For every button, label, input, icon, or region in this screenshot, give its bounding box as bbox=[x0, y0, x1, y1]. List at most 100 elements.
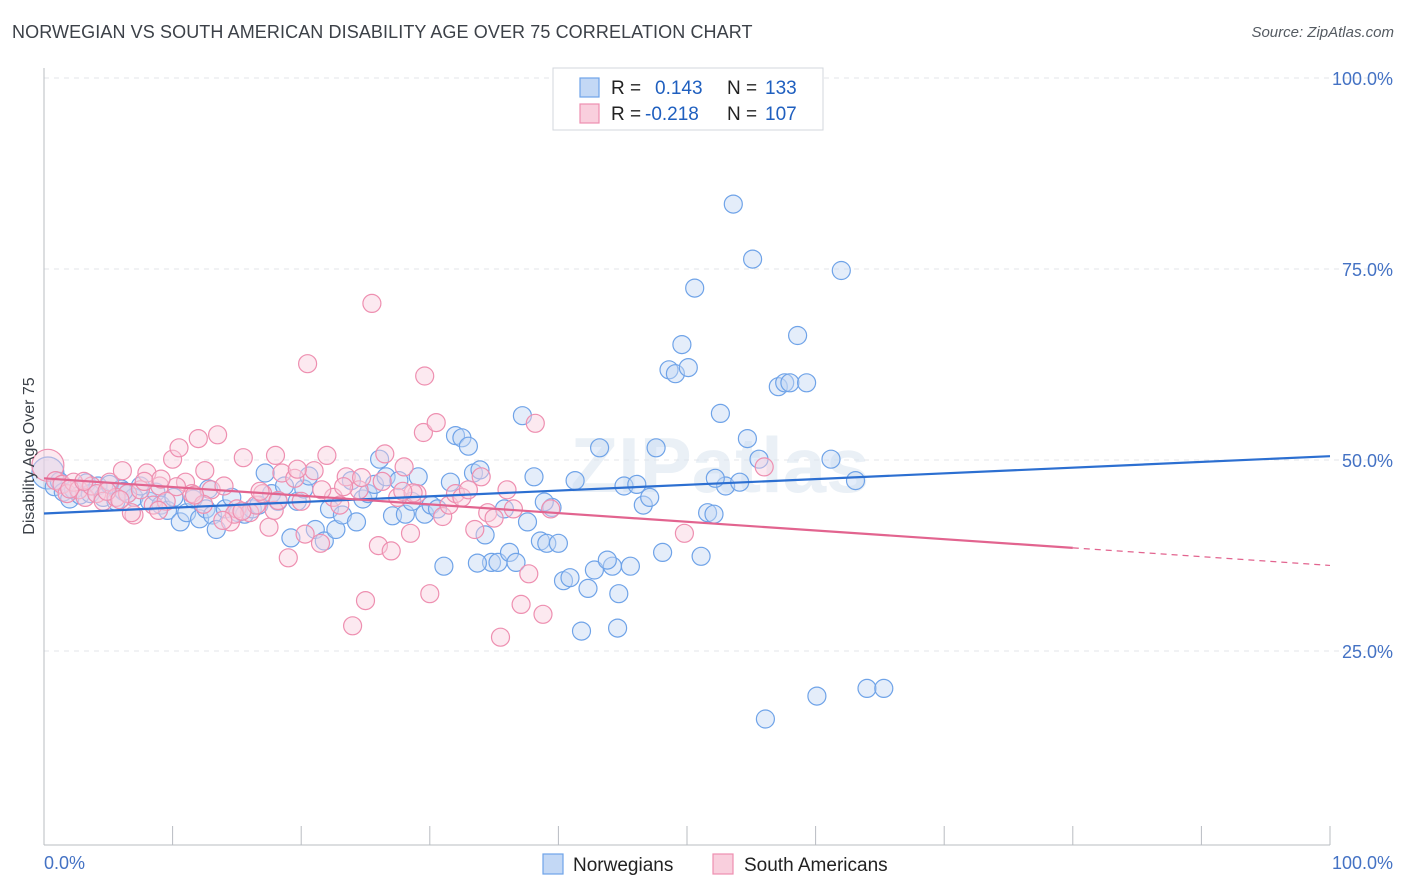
south-american-point bbox=[295, 524, 315, 544]
south-american-point bbox=[312, 480, 332, 500]
south-american-point bbox=[525, 413, 545, 433]
legend-swatch-norwegians bbox=[542, 853, 564, 875]
south-american-point bbox=[298, 354, 318, 374]
stats-swatch-south-americans bbox=[579, 103, 600, 124]
south-american-point bbox=[75, 487, 95, 507]
south-american-point bbox=[214, 476, 234, 496]
norwegian-point bbox=[697, 503, 718, 523]
south-american-point bbox=[304, 461, 324, 481]
norwegian-point bbox=[640, 487, 660, 507]
norwegian-point bbox=[524, 467, 544, 487]
south-american-point bbox=[674, 523, 695, 543]
norwegian-point bbox=[627, 474, 647, 494]
norwegian-point bbox=[481, 552, 502, 573]
south-american-point bbox=[497, 480, 517, 500]
norwegian-point bbox=[571, 621, 592, 641]
south-american-point bbox=[471, 467, 491, 487]
norwegian-point bbox=[775, 373, 795, 393]
norwegian-point bbox=[652, 542, 673, 563]
norwegian-point bbox=[499, 542, 520, 563]
south-american-point bbox=[317, 445, 337, 465]
norwegian-point bbox=[458, 436, 478, 456]
norwegian-point bbox=[678, 358, 698, 378]
norwegian-point bbox=[715, 476, 736, 496]
gridlines bbox=[44, 77, 1394, 652]
south-american-point bbox=[511, 594, 531, 615]
south-american-point bbox=[232, 501, 252, 521]
y-tick-label-0: 25.0% bbox=[1342, 642, 1393, 662]
norwegian-point bbox=[796, 373, 817, 393]
stats-legend: R = 0.143 N = 133 R = -0.218 N = 107 bbox=[552, 67, 824, 131]
norwegian-point bbox=[440, 472, 460, 492]
south-american-point bbox=[352, 468, 372, 488]
south-american-point bbox=[355, 590, 376, 611]
south-american-point bbox=[264, 500, 284, 520]
south-american-point bbox=[208, 425, 228, 445]
norwegian-point bbox=[685, 278, 705, 298]
x-axis-tick-labels: 0.0% 100.0% bbox=[44, 853, 1393, 873]
south-american-point bbox=[195, 461, 215, 481]
norwegian-point bbox=[475, 525, 495, 545]
south-american-point bbox=[148, 500, 169, 520]
south-american-point bbox=[541, 499, 561, 519]
norwegian-point bbox=[831, 260, 851, 281]
norwegian-point bbox=[565, 471, 585, 491]
south-american-point bbox=[375, 444, 395, 464]
south-american-point bbox=[233, 448, 253, 468]
stats-r-value-2: -0.218 bbox=[645, 104, 699, 125]
norwegian-point bbox=[584, 560, 605, 580]
south-american-point bbox=[31, 448, 65, 482]
series-legend: Norwegians South Americans bbox=[542, 853, 888, 876]
stats-r-label-2: R = bbox=[611, 104, 641, 125]
norwegian-point bbox=[874, 678, 894, 699]
y-tick-label-2: 75.0% bbox=[1342, 260, 1393, 280]
y-tick-label-3: 100.0% bbox=[1332, 69, 1393, 89]
norwegian-point bbox=[845, 471, 866, 491]
south-american-point bbox=[394, 457, 414, 477]
norwegian-point bbox=[672, 335, 692, 355]
south-american-point bbox=[465, 519, 485, 540]
stats-swatch-norwegians bbox=[579, 77, 600, 98]
x-tick-label-0: 0.0% bbox=[44, 853, 85, 873]
south-american-point bbox=[368, 535, 388, 556]
norwegian-trend-line bbox=[43, 455, 1331, 515]
chart-source: Source: ZipAtlas.com bbox=[1251, 24, 1394, 41]
legend-label-norwegians: Norwegians bbox=[573, 855, 673, 876]
norwegian-point bbox=[607, 618, 628, 638]
norwegian-point bbox=[704, 504, 724, 524]
y-axis-title: Disability Age Over 75 bbox=[21, 377, 38, 535]
norwegian-point bbox=[755, 709, 776, 729]
stats-r-value-1: 0.143 bbox=[655, 78, 703, 99]
south-american-point bbox=[278, 548, 298, 568]
south-american-point bbox=[112, 461, 133, 481]
norwegian-point bbox=[299, 466, 319, 486]
norwegian-point bbox=[560, 568, 580, 588]
south-american-point bbox=[400, 523, 421, 543]
south-american-point bbox=[265, 445, 286, 465]
south-american-point bbox=[372, 471, 392, 491]
stats-r-label-1: R = bbox=[611, 78, 641, 99]
norwegian-point bbox=[346, 512, 367, 532]
south-american-point bbox=[163, 449, 183, 469]
south-american-point bbox=[362, 293, 382, 313]
norwegian-point bbox=[537, 533, 557, 553]
norwegian-point bbox=[517, 512, 538, 532]
south-american-point bbox=[151, 469, 171, 489]
stats-n-value-2: 107 bbox=[765, 104, 797, 125]
norwegian-point bbox=[589, 438, 610, 458]
norwegian-point bbox=[281, 528, 301, 548]
south-american-point bbox=[134, 471, 154, 491]
south-american-point bbox=[121, 503, 141, 523]
south-american-point bbox=[484, 508, 504, 528]
south-american-point bbox=[490, 627, 511, 647]
norwegian-point bbox=[780, 373, 800, 393]
y-tick-label-1: 50.0% bbox=[1342, 451, 1393, 471]
south-american-point bbox=[287, 459, 307, 479]
south-american-point bbox=[310, 533, 331, 553]
norwegian-point bbox=[723, 194, 743, 214]
legend-swatch-south-americans bbox=[712, 853, 734, 875]
y-axis-tick-labels: 25.0% 50.0% 75.0% 100.0% bbox=[1332, 69, 1393, 662]
south-american-point bbox=[184, 485, 205, 505]
norwegian-point bbox=[609, 584, 629, 604]
